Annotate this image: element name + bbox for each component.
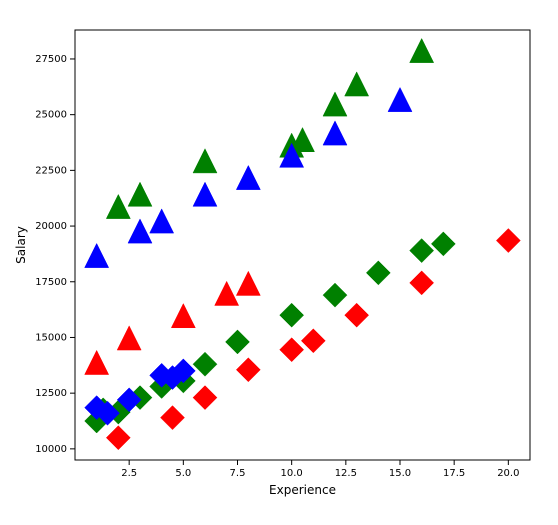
data-point bbox=[128, 182, 152, 206]
x-axis-label: Experience bbox=[269, 483, 336, 497]
data-point bbox=[345, 72, 369, 96]
data-point bbox=[323, 121, 347, 145]
x-tick-label: 5.0 bbox=[175, 468, 191, 479]
data-point bbox=[128, 219, 152, 243]
data-point bbox=[106, 194, 130, 218]
x-tick-label: 15.0 bbox=[389, 468, 411, 479]
x-tick-label: 7.5 bbox=[230, 468, 246, 479]
y-tick-label: 12500 bbox=[35, 388, 67, 399]
series-blue-triangle bbox=[85, 87, 412, 267]
data-point bbox=[193, 386, 217, 410]
data-point bbox=[345, 303, 369, 327]
data-point bbox=[85, 243, 109, 267]
data-point bbox=[496, 229, 520, 253]
data-point bbox=[410, 38, 434, 62]
data-point bbox=[410, 239, 434, 263]
data-point bbox=[410, 271, 434, 295]
data-point bbox=[301, 329, 325, 353]
series-red-diamond bbox=[106, 229, 520, 450]
y-tick-label: 20000 bbox=[35, 221, 67, 232]
data-point bbox=[85, 350, 109, 374]
scatter-chart: 2.5 5.0 7.5 10.0 12.5 15.0 17.5 20.0 10000 12500 1… bbox=[0, 0, 558, 525]
x-tick-label: 12.5 bbox=[335, 468, 357, 479]
data-point bbox=[193, 182, 217, 206]
chart-svg: 2.5 5.0 7.5 10.0 12.5 15.0 17.5 20.0 10000 12500 1… bbox=[0, 0, 558, 525]
y-tick-label: 25000 bbox=[35, 110, 67, 121]
data-point bbox=[171, 304, 195, 328]
series-red-triangle bbox=[85, 271, 261, 374]
y-tick-label: 27500 bbox=[35, 54, 67, 65]
data-point bbox=[150, 209, 174, 233]
y-tick-label: 17500 bbox=[35, 277, 67, 288]
x-tick-label: 10.0 bbox=[281, 468, 303, 479]
data-point bbox=[388, 87, 412, 111]
data-point bbox=[236, 271, 260, 295]
y-tick-label: 10000 bbox=[35, 444, 67, 455]
data-point bbox=[366, 261, 390, 285]
x-tick-label: 2.5 bbox=[121, 468, 137, 479]
data-point bbox=[236, 165, 260, 189]
data-point bbox=[431, 232, 455, 256]
data-point bbox=[215, 281, 239, 305]
data-point bbox=[280, 303, 304, 327]
x-tick-label: 17.5 bbox=[443, 468, 465, 479]
data-point bbox=[161, 406, 185, 430]
data-point bbox=[323, 92, 347, 116]
data-point bbox=[193, 149, 217, 173]
series-green-triangle bbox=[106, 38, 433, 218]
series-green-diamond bbox=[85, 232, 456, 433]
data-point bbox=[226, 330, 250, 354]
data-point bbox=[323, 283, 347, 307]
data-point bbox=[117, 326, 141, 350]
x-tick-label: 20.0 bbox=[497, 468, 519, 479]
data-point bbox=[280, 338, 304, 362]
data-point bbox=[193, 352, 217, 376]
data-point bbox=[106, 426, 130, 450]
y-axis-label: Salary bbox=[14, 226, 28, 264]
y-tick-label: 15000 bbox=[35, 332, 67, 343]
data-point bbox=[236, 358, 260, 382]
y-tick-label: 22500 bbox=[35, 165, 67, 176]
